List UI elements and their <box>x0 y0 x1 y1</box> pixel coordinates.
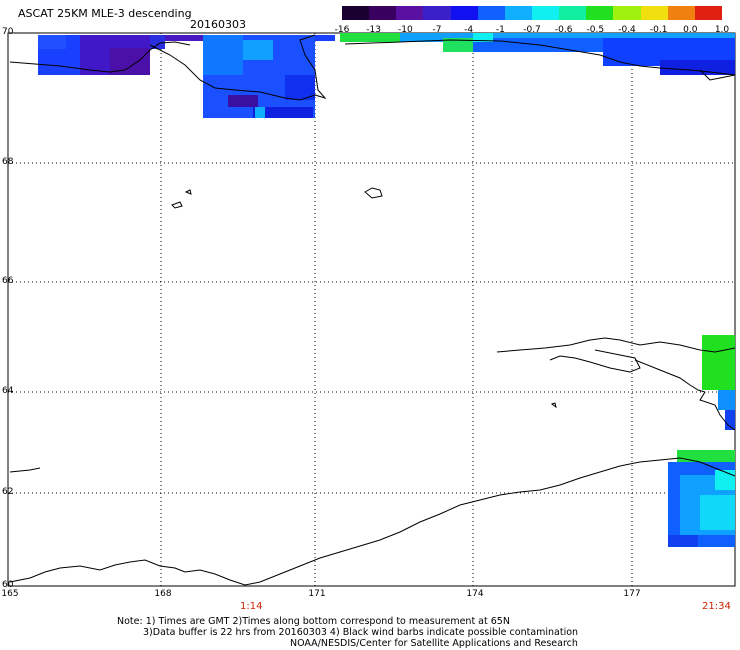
colorbar-swatch-3 <box>423 6 451 20</box>
grid-lines <box>8 33 735 586</box>
colorbar-label-3: -7 <box>432 25 442 35</box>
island-3 <box>184 189 192 195</box>
lat-label-60: 60 <box>2 580 14 590</box>
lat-label-70: 70 <box>2 27 14 37</box>
colorbar <box>342 6 722 20</box>
colorbar-label-0: -16 <box>334 25 350 35</box>
colorbar-label-1: -13 <box>366 25 382 35</box>
colorbar-label-11: 0.0 <box>683 25 698 35</box>
lat-label-66: 66 <box>2 276 14 286</box>
note-line-1: Note: 1) Times are GMT 2)Times along bot… <box>117 616 510 627</box>
colorbar-label-6: -0.7 <box>523 25 541 35</box>
lon-label-174: 174 <box>466 589 484 599</box>
data-patch-northeast <box>340 33 735 75</box>
colorbar-label-5: -1 <box>495 25 505 35</box>
colorbar-swatch-1 <box>369 6 397 20</box>
lon-label-177: 177 <box>623 589 641 599</box>
coast-norton <box>549 349 641 373</box>
colorbar-swatch-9 <box>586 6 614 20</box>
colorbar-swatch-0 <box>342 6 370 20</box>
coast-siberia-south <box>9 457 736 586</box>
colorbar-swatch-8 <box>559 6 587 20</box>
data-patch-north-central <box>203 35 315 118</box>
colorbar-swatch-13 <box>694 6 722 20</box>
colorbar-label-8: -0.5 <box>586 25 605 35</box>
colorbar-label-9: -0.4 <box>618 25 636 35</box>
colorbar-label-4: -4 <box>464 25 474 35</box>
colorbar-swatch-10 <box>613 6 641 20</box>
coast-chukotka-bay <box>149 34 327 101</box>
data-patch-east-mid <box>702 335 735 430</box>
note-line-3: NOAA/NESDIS/Center for Satellite Applica… <box>290 638 578 649</box>
lat-label-64: 64 <box>2 386 14 396</box>
coast-alaska-north <box>344 39 736 76</box>
lon-label-171: 171 <box>308 589 326 599</box>
coast-st-lawrence <box>9 467 41 473</box>
lon-label-165: 165 <box>1 589 19 599</box>
colorbar-swatch-11 <box>640 6 668 20</box>
colorbar-swatch-4 <box>450 6 478 20</box>
lat-label-68: 68 <box>2 157 14 167</box>
note-line-2: 3)Data buffer is 22 hrs from 20160303 4)… <box>143 627 579 638</box>
colorbar-swatch-12 <box>667 6 695 20</box>
colorbar-swatch-6 <box>504 6 532 20</box>
coast-alaska-ne <box>699 69 736 81</box>
island-1 <box>364 187 383 199</box>
colorbar-label-7: -0.6 <box>554 25 573 35</box>
time-left: 1:14 <box>240 601 263 612</box>
island-4 <box>550 402 557 409</box>
coastlines <box>9 34 736 586</box>
map-frame <box>7 32 736 587</box>
colorbar-label-2: -10 <box>397 25 413 35</box>
data-patch-southeast <box>668 450 735 547</box>
coast-norton-south <box>634 359 736 431</box>
colorbar-label-10: -0.1 <box>649 25 668 35</box>
colorbar-swatch-2 <box>396 6 424 20</box>
time-right: 21:34 <box>702 601 731 612</box>
colorbar-swatch-5 <box>477 6 505 20</box>
lon-label-168: 168 <box>154 589 172 599</box>
island-2 <box>171 201 183 209</box>
lat-label-62: 62 <box>2 487 14 497</box>
map-date: 20160303 <box>190 18 246 31</box>
colorbar-swatch-7 <box>531 6 560 20</box>
coast-chukotka-north <box>9 41 191 73</box>
colorbar-label-12: 1.0 <box>714 25 730 35</box>
map-title: ASCAT 25KM MLE-3 descending <box>18 7 192 20</box>
coast-seward-north <box>496 337 736 353</box>
